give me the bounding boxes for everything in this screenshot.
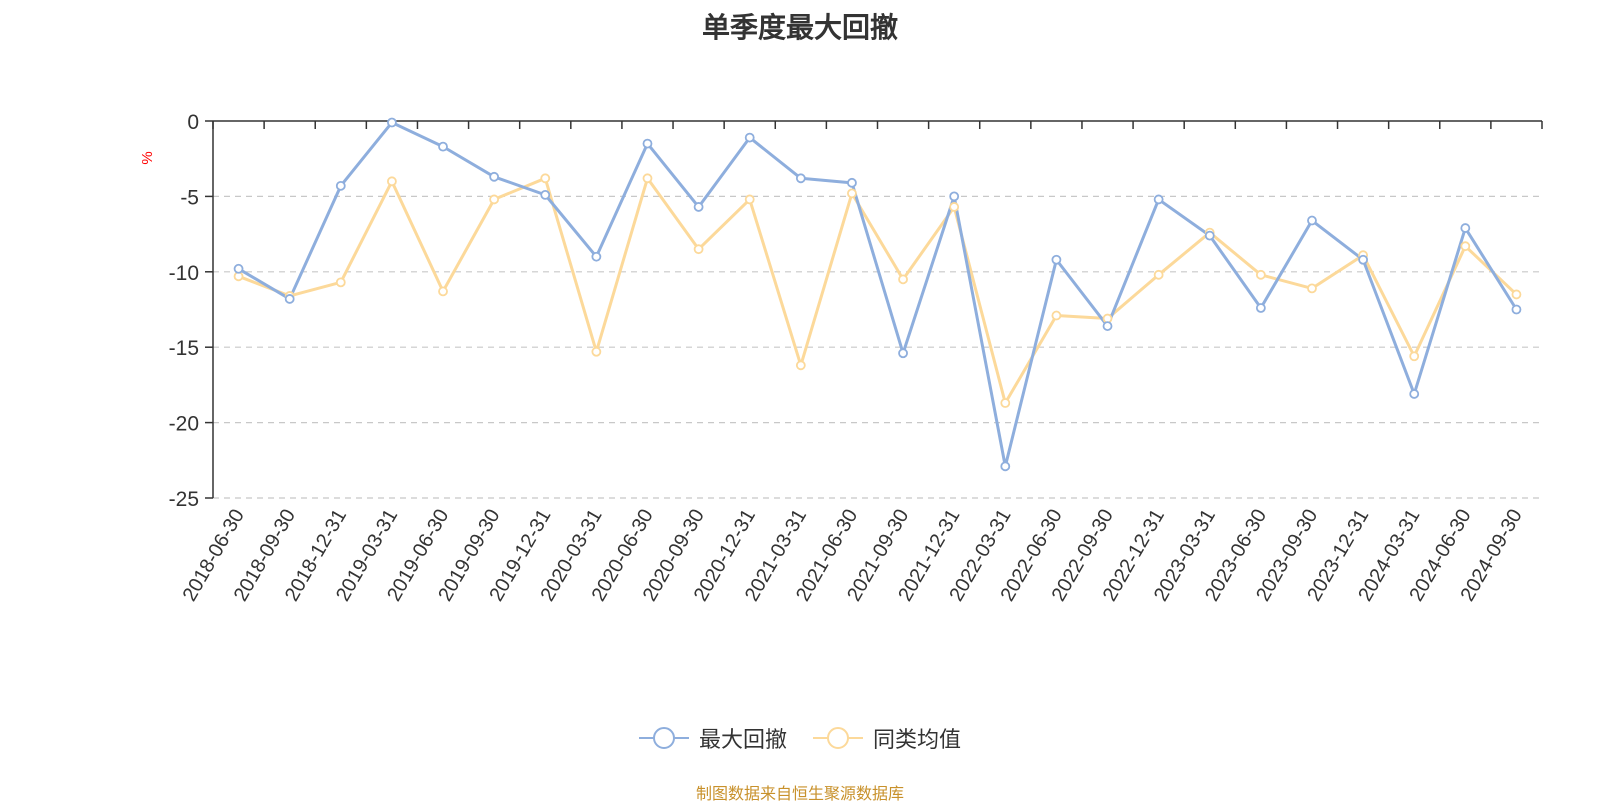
data-point: [489, 171, 500, 182]
data-point: [1460, 241, 1471, 252]
data-point: [540, 173, 551, 184]
data-point: [693, 202, 704, 212]
series-lines: [233, 117, 1522, 472]
data-point: [1255, 303, 1266, 313]
data-point: [847, 177, 857, 188]
legend-label: 最大回撤: [698, 728, 787, 753]
data-point: [1460, 223, 1471, 233]
legend-label: 同类均值: [873, 728, 962, 753]
data-point: [335, 180, 346, 191]
data-point: [1255, 269, 1266, 280]
data-point: [1511, 304, 1522, 315]
data-point: [591, 251, 602, 262]
data-point: [335, 277, 346, 288]
legend: 最大回撤 同类均值: [0, 722, 1600, 754]
data-point: [1000, 398, 1011, 408]
y-tick-label: -5: [180, 186, 199, 209]
data-point: [898, 274, 908, 285]
data-point: [642, 138, 653, 149]
y-tick-label: -15: [169, 337, 199, 360]
series-line: [237, 121, 1518, 468]
data-point: [1307, 283, 1317, 294]
data-point: [591, 346, 602, 357]
data-point: [1051, 310, 1062, 321]
legend-item-peer-average[interactable]: 同类均值: [813, 722, 961, 754]
series-line: [238, 176, 1518, 405]
data-point: [744, 194, 755, 205]
data-point: [898, 348, 908, 359]
data-point: [1000, 461, 1011, 472]
data-point: [642, 173, 653, 184]
data-point: [847, 188, 857, 199]
legend-swatch-icon: [813, 727, 863, 749]
data-point: [1409, 351, 1420, 362]
data-point: [1409, 389, 1420, 399]
y-tick-labels: 0 -5 -10 -15 -20 -25: [169, 111, 199, 511]
data-point: [949, 202, 960, 212]
data-point: [1307, 215, 1317, 226]
data-point: [387, 176, 397, 187]
data-point: [284, 294, 295, 304]
data-point: [693, 244, 704, 255]
data-point: [1153, 269, 1164, 280]
y-axis-label: %: [139, 151, 156, 164]
data-point: [1051, 254, 1062, 265]
data-point: [1153, 194, 1164, 205]
data-point: [1102, 321, 1113, 331]
y-tick-label: -25: [169, 488, 199, 511]
data-point: [387, 117, 397, 128]
legend-swatch-icon: [638, 727, 689, 749]
data-point: [489, 194, 500, 205]
legend-item-max-drawdown[interactable]: 最大回撤: [638, 722, 787, 754]
data-point: [438, 141, 448, 152]
data-point: [233, 263, 244, 274]
data-point: [949, 191, 960, 202]
y-tick-label: -10: [169, 262, 199, 285]
x-tick-labels: 2018-06-302018-09-302018-12-312019-03-31…: [179, 506, 1527, 606]
data-point: [1204, 230, 1215, 241]
data-point: [744, 132, 755, 143]
data-point: [1358, 254, 1368, 265]
source-note: 制图数据来自恒生聚源数据库: [695, 784, 904, 803]
data-point: [540, 189, 551, 200]
data-point: [795, 173, 806, 184]
chart-title: 单季度最大回撤: [701, 11, 898, 44]
y-tick-label: 0: [187, 111, 199, 134]
data-point: [795, 360, 806, 371]
y-tick-label: -20: [169, 413, 199, 436]
data-point: [1511, 289, 1522, 300]
axes: [205, 120, 1543, 499]
data-point: [438, 286, 448, 297]
grid-lines: [213, 195, 1542, 499]
